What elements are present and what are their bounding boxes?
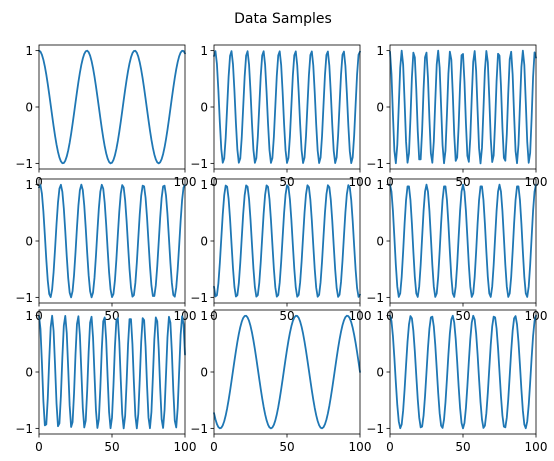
axes-frame [389, 309, 537, 435]
x-tick-label: 100 [174, 440, 197, 454]
y-tick-label: −1 [15, 422, 33, 436]
y-tick-label: 0 [376, 366, 384, 380]
y-tick-label: −1 [15, 157, 33, 171]
y-tick-label: 0 [376, 235, 384, 249]
x-tick-label: 50 [455, 440, 470, 454]
y-tick-label: 0 [25, 101, 33, 115]
subplot-1: 0 100−101 [15, 44, 196, 189]
subplot-7: 0 50 100−101 [15, 309, 196, 454]
y-tick-label: 1 [376, 309, 384, 323]
subplot-4: 0 50 100−101 [15, 178, 196, 323]
x-tick-label: 50 [279, 309, 294, 323]
y-tick-label: 1 [200, 309, 208, 323]
y-tick-label: −1 [366, 157, 384, 171]
subplot-5: 0 50 100−101 [190, 178, 371, 323]
y-tick-label: 1 [25, 44, 33, 58]
axes-frame [213, 309, 361, 435]
x-tick-label: 50 [279, 175, 294, 189]
axes-frame [38, 178, 186, 304]
series-line [38, 314, 186, 430]
y-tick-label: 0 [200, 366, 208, 380]
y-tick-label: 0 [376, 101, 384, 115]
y-tick-label: −1 [366, 422, 384, 436]
y-tick-label: 1 [376, 44, 384, 58]
x-tick-label: 100 [525, 440, 548, 454]
series-line [389, 314, 537, 430]
subplot-8: 0 50 100−101 [190, 309, 371, 454]
series-line [213, 314, 361, 430]
x-tick-label: 0 [386, 440, 394, 454]
y-tick-label: 1 [25, 178, 33, 192]
series-line [389, 49, 537, 165]
x-tick-label: 50 [279, 440, 294, 454]
y-tick-label: 1 [200, 178, 208, 192]
x-tick-label: 50 [104, 440, 119, 454]
y-tick-label: 0 [200, 101, 208, 115]
y-tick-label: 0 [25, 366, 33, 380]
y-tick-label: −1 [15, 291, 33, 305]
x-tick-label: 50 [455, 309, 470, 323]
y-tick-label: −1 [190, 422, 208, 436]
y-tick-label: 1 [25, 309, 33, 323]
subplot-2: 0 50 100−101 [190, 44, 371, 189]
subplot-6: 0 50 100−101 [366, 178, 547, 323]
x-tick-label: 50 [455, 175, 470, 189]
series-line [38, 183, 186, 299]
axes-frame [213, 178, 361, 304]
series-line [38, 49, 186, 165]
y-tick-label: −1 [190, 291, 208, 305]
y-tick-label: 1 [200, 44, 208, 58]
x-tick-label: 0 [35, 440, 43, 454]
x-tick-label: 0 [210, 440, 218, 454]
y-tick-label: −1 [366, 291, 384, 305]
series-line [389, 183, 537, 298]
y-tick-label: 1 [376, 178, 384, 192]
series-line [213, 50, 361, 164]
y-tick-label: −1 [190, 157, 208, 171]
figure-title: Data Samples [234, 11, 332, 27]
y-tick-label: 0 [200, 235, 208, 249]
series-line [213, 184, 361, 298]
subplot-3: 0 50 100−101 [366, 44, 547, 189]
y-tick-label: 0 [25, 235, 33, 249]
subplot-9: 0 50 100−101 [366, 309, 547, 454]
x-tick-label: 100 [349, 440, 372, 454]
axes-frame [389, 178, 537, 304]
